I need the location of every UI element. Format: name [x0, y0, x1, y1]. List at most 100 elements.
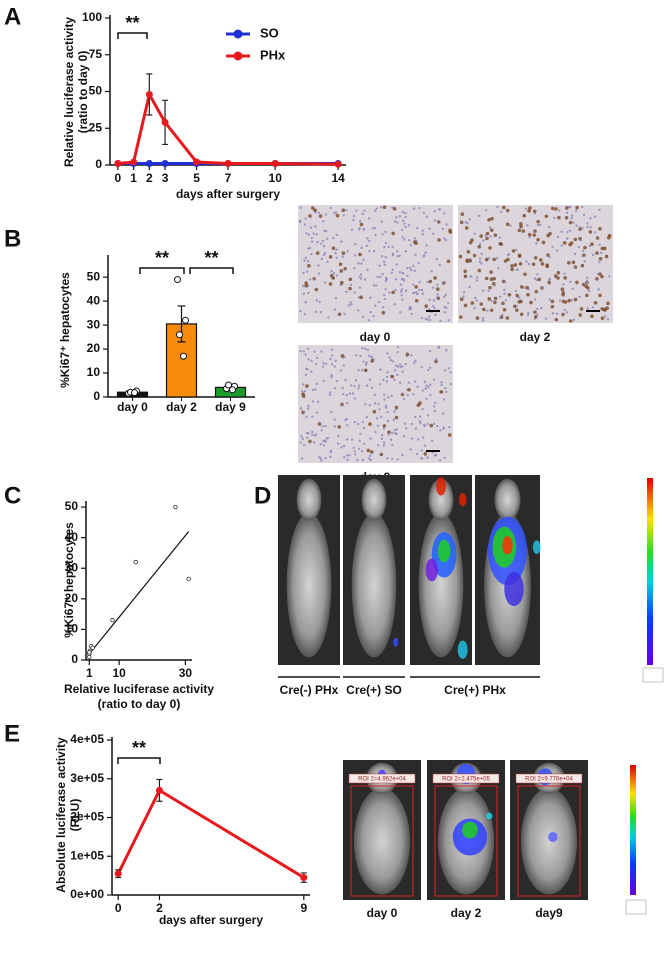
nucleus [372, 249, 376, 253]
nucleus [345, 290, 348, 294]
nucleus [368, 249, 371, 253]
nucleus [489, 228, 494, 232]
point [186, 576, 191, 582]
data-point [176, 331, 183, 339]
nucleus [307, 358, 310, 361]
nucleus [459, 315, 463, 319]
nucleus [418, 415, 422, 418]
nucleus [608, 275, 611, 278]
nucleus [578, 226, 582, 229]
nucleus [329, 357, 332, 361]
significance-bracket [139, 267, 185, 274]
nucleus [361, 458, 365, 462]
nucleus [402, 219, 405, 222]
nucleus [383, 297, 387, 301]
nucleus [424, 387, 427, 390]
nucleus [321, 239, 325, 243]
nucleus [311, 400, 315, 403]
nucleus [353, 291, 356, 294]
nucleus [379, 368, 382, 371]
point [114, 160, 122, 168]
x-tick-label: 1 [86, 666, 93, 680]
y-tick-label: 10 [87, 365, 101, 379]
nucleus [564, 215, 569, 220]
nucleus [586, 276, 589, 279]
nucleus [324, 213, 328, 216]
nucleus [347, 304, 351, 307]
nucleus [423, 424, 427, 428]
scale-info [642, 667, 664, 683]
nucleus [331, 276, 335, 280]
nucleus [403, 422, 407, 425]
nucleus [429, 366, 432, 369]
nucleus [367, 217, 371, 220]
nucleus [581, 254, 584, 258]
nucleus [340, 446, 343, 449]
nucleus [492, 276, 496, 281]
nucleus [420, 449, 423, 452]
nucleus [556, 235, 560, 239]
nucleus [436, 220, 441, 224]
x-axis-label: days after surgery [176, 187, 280, 201]
nucleus [353, 266, 356, 270]
y-tick-label: 50 [87, 269, 101, 283]
luminescence [462, 821, 478, 839]
nucleus [330, 376, 333, 379]
nucleus [300, 434, 303, 438]
nucleus [401, 210, 405, 214]
nucleus [357, 422, 360, 426]
nucleus [421, 292, 424, 295]
nucleus [488, 226, 492, 229]
nucleus [478, 214, 481, 218]
nucleus [386, 419, 390, 423]
nucleus [486, 309, 489, 312]
nucleus [532, 233, 537, 237]
nucleus [527, 311, 530, 315]
nucleus [595, 251, 599, 255]
mouse-body [286, 513, 332, 658]
nucleus [344, 378, 347, 382]
nucleus [572, 318, 576, 321]
nucleus [320, 242, 323, 246]
nucleus [570, 214, 574, 217]
nucleus [445, 349, 448, 352]
nucleus [412, 283, 415, 286]
nucleus [429, 393, 432, 397]
nucleus [412, 291, 416, 295]
nucleus [604, 254, 609, 259]
nucleus [303, 313, 306, 316]
nucleus [421, 233, 424, 236]
nucleus [390, 374, 395, 379]
nucleus [412, 207, 416, 210]
nucleus [436, 293, 439, 296]
nucleus [353, 385, 356, 388]
nucleus [470, 301, 475, 305]
nucleus [423, 444, 427, 448]
nucleus [478, 260, 482, 263]
nucleus [353, 254, 357, 257]
x-tick-label: 2 [146, 171, 153, 185]
nucleus [485, 236, 489, 241]
nucleus [605, 306, 609, 311]
luminescence [437, 539, 451, 563]
nucleus [376, 424, 380, 428]
nucleus [517, 228, 522, 233]
nucleus [374, 304, 377, 308]
nucleus [367, 457, 371, 460]
nucleus [384, 255, 387, 259]
nucleus [589, 226, 592, 229]
nucleus [333, 418, 336, 421]
nucleus [329, 455, 332, 459]
nucleus [431, 232, 435, 236]
nucleus [568, 205, 571, 209]
nucleus [422, 211, 426, 215]
nucleus [330, 410, 333, 414]
nucleus [373, 393, 376, 396]
panel-label: C [4, 482, 21, 509]
y-axis-label: Absolute luciferase activity [54, 737, 68, 893]
nucleus [303, 390, 307, 393]
nucleus [387, 433, 390, 436]
nucleus [316, 400, 320, 404]
nucleus [563, 308, 566, 312]
nucleus [480, 252, 483, 255]
